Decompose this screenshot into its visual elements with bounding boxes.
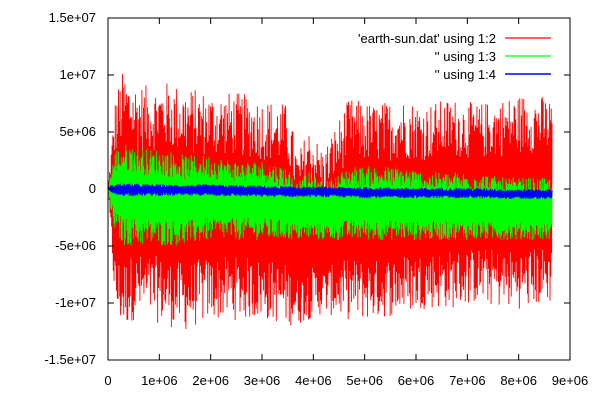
legend-label-3: '' using 1:4 xyxy=(435,67,496,82)
x-tick-label: 9e+06 xyxy=(552,373,589,388)
x-tick-label: 8e+06 xyxy=(500,373,537,388)
y-tick-label: 0 xyxy=(89,181,96,196)
series-line-2 xyxy=(108,144,553,246)
x-tick-label: 5e+06 xyxy=(346,373,383,388)
x-tick-label: 4e+06 xyxy=(295,373,332,388)
x-tick-label: 2e+06 xyxy=(192,373,229,388)
legend-label-1: 'earth-sun.dat' using 1:2 xyxy=(358,31,496,46)
y-tick-label: 5e+06 xyxy=(59,124,96,139)
legend: 'earth-sun.dat' using 1:2 '' using 1:3 '' … xyxy=(358,31,551,82)
y-tick-label: -5e+06 xyxy=(55,238,96,253)
y-tick-label: 1.5e+07 xyxy=(49,10,96,25)
x-tick-label: 6e+06 xyxy=(398,373,435,388)
series-line-3 xyxy=(108,183,553,200)
series-layer xyxy=(108,73,553,330)
y-tick-label: -1.5e+07 xyxy=(44,352,96,367)
y-tick-label: -1e+07 xyxy=(55,295,96,310)
axis-layer: -1.5e+07 -1e+07 -5e+06 0 5e+06 1e+07 1.5e+07 0 1… xyxy=(44,10,588,388)
x-tick-label: 1e+06 xyxy=(141,373,178,388)
x-tick-label: 3e+06 xyxy=(244,373,281,388)
legend-label-2: '' using 1:3 xyxy=(435,49,496,64)
x-tick-label: 0 xyxy=(104,373,111,388)
x-tick-label: 7e+06 xyxy=(449,373,486,388)
y-tick-label: 1e+07 xyxy=(59,67,96,82)
